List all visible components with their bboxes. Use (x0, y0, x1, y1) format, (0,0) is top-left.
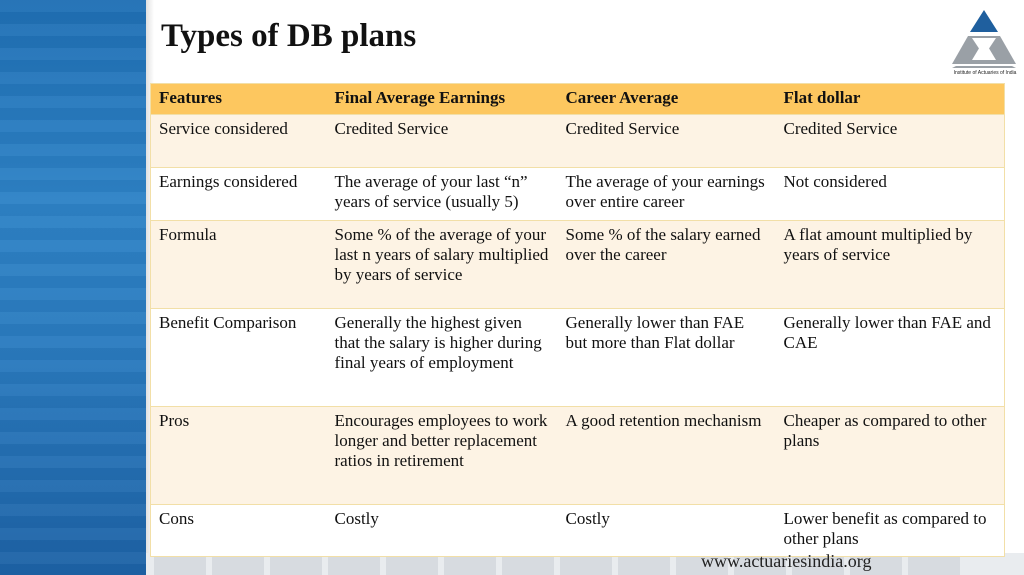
db-plans-table: Features Final Average Earnings Career A… (150, 83, 1005, 557)
slide-title: Types of DB plans (161, 18, 417, 54)
institute-logo-icon (952, 10, 1016, 68)
website-url: www.actuariesindia.org (701, 551, 872, 571)
row-feature-cell: Service considered (150, 114, 327, 168)
header-career-average: Career Average (557, 83, 776, 115)
logo-caption: Institute of Actuaries of India (953, 70, 1017, 76)
table-header-row: Features Final Average Earnings Career A… (150, 83, 1005, 115)
table-cell: Credited Service (557, 114, 776, 168)
table-cell: Encourages employees to work longer and … (326, 406, 558, 505)
table-row: Pros Encourages employees to work longer… (150, 406, 1005, 505)
table-cell: Credited Service (775, 114, 1005, 168)
table-cell: Generally lower than FAE but more than F… (557, 308, 776, 407)
header-features: Features (150, 83, 327, 115)
table-cell: Generally the highest given that the sal… (326, 308, 558, 407)
table-cell: Costly (557, 504, 776, 557)
table-row: Formula Some % of the average of your la… (150, 220, 1005, 309)
table-row: Cons Costly Costly Lower benefit as comp… (150, 504, 1005, 557)
header-flat-dollar: Flat dollar (775, 83, 1005, 115)
table-cell: Cheaper as compared to other plans (775, 406, 1005, 505)
table-cell: Costly (326, 504, 558, 557)
table-cell: The average of your earnings over entire… (557, 167, 776, 221)
table-row: Earnings considered The average of your … (150, 167, 1005, 221)
table-cell: A flat amount multiplied by years of ser… (775, 220, 1005, 309)
header-final-average-earnings: Final Average Earnings (326, 83, 558, 115)
table-cell: Lower benefit as compared to other plans (775, 504, 1005, 557)
table-row: Service considered Credited Service Cred… (150, 114, 1005, 168)
row-feature-cell: Formula (150, 220, 327, 309)
row-feature-cell: Earnings considered (150, 167, 327, 221)
table-cell: Some % of the average of your last n yea… (326, 220, 558, 309)
bottom-decorative-strip (146, 553, 1024, 575)
row-feature-cell: Benefit Comparison (150, 308, 327, 407)
row-feature-cell: Pros (150, 406, 327, 505)
table-cell: A good retention mechanism (557, 406, 776, 505)
table-cell: Credited Service (326, 114, 558, 168)
table-cell: The average of your last “n” years of se… (326, 167, 558, 221)
table-cell: Generally lower than FAE and CAE (775, 308, 1005, 407)
table-cell: Some % of the salary earned over the car… (557, 220, 776, 309)
left-decorative-band (0, 0, 146, 575)
row-feature-cell: Cons (150, 504, 327, 557)
table-row: Benefit Comparison Generally the highest… (150, 308, 1005, 407)
table-cell: Not considered (775, 167, 1005, 221)
